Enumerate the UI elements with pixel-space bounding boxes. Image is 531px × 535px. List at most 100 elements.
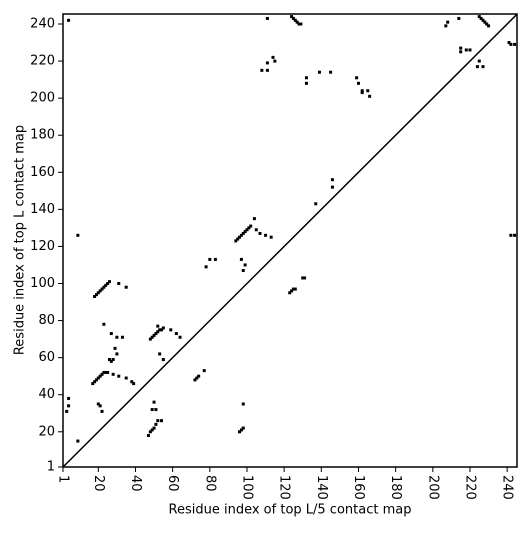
contact-point [468, 48, 472, 52]
contact-point [102, 322, 106, 326]
contact-point [258, 231, 262, 235]
contact-point [109, 359, 113, 363]
contact-point [477, 59, 481, 63]
contact-point [106, 370, 110, 374]
contact-point [299, 22, 303, 26]
contact-point [243, 230, 247, 234]
contact-point [464, 48, 468, 52]
contact-point [295, 20, 299, 24]
contact-point [169, 328, 173, 332]
contact-point [271, 55, 275, 59]
contact-point [111, 357, 115, 361]
contact-point [67, 18, 71, 22]
contact-point [330, 178, 334, 182]
contact-point [120, 335, 124, 339]
contact-point [444, 24, 448, 28]
contact-point [124, 376, 128, 380]
contact-point [239, 257, 243, 261]
contact-point [98, 404, 102, 408]
contact-point [239, 233, 243, 237]
x-tick-label: 1 [56, 475, 71, 483]
y-tick-label: 1 [47, 460, 55, 475]
contact-point [513, 233, 517, 237]
contact-point [202, 369, 206, 373]
contact-point [293, 18, 297, 22]
contact-point [238, 430, 242, 434]
contact-point [290, 289, 294, 293]
contact-point [360, 89, 364, 93]
y-tick-label: 180 [30, 128, 55, 143]
contact-point [193, 378, 197, 382]
contact-point [303, 276, 307, 280]
contact-point [174, 332, 178, 336]
contact-point [150, 335, 154, 339]
contact-point [264, 233, 268, 237]
contact-point [152, 426, 156, 430]
contact-point [288, 291, 292, 295]
contact-point [100, 409, 104, 413]
contact-point [100, 372, 104, 376]
y-tick-label: 20 [38, 424, 55, 439]
contact-point [102, 370, 106, 374]
contact-point [487, 24, 491, 28]
contact-point [291, 16, 295, 20]
y-tick-label: 220 [30, 54, 55, 69]
contact-point [152, 333, 156, 337]
y-tick-label: 240 [30, 17, 55, 32]
contact-point [204, 265, 208, 269]
contact-point [159, 419, 163, 423]
contact-point [330, 185, 334, 189]
contact-point [65, 409, 69, 413]
contact-point [481, 18, 485, 22]
contact-point [459, 46, 463, 50]
contact-point [93, 380, 97, 384]
contact-point [98, 289, 102, 293]
contact-point [481, 65, 485, 69]
contact-point [241, 402, 245, 406]
contact-point [260, 68, 264, 72]
y-tick-label: 100 [30, 276, 55, 291]
contact-point [208, 257, 212, 261]
x-axis-title: Residue index of top L/5 contact map [169, 503, 412, 518]
contact-point [197, 374, 201, 378]
contact-point [109, 332, 113, 336]
x-tick-label: 180 [388, 475, 403, 500]
contact-point [355, 76, 359, 80]
contact-point [457, 16, 461, 20]
contact-point [104, 283, 108, 287]
contact-point [290, 15, 294, 19]
x-tick-label: 40 [128, 475, 143, 492]
contact-point [96, 402, 100, 406]
x-tick-label: 60 [165, 475, 180, 492]
plot-frame [62, 13, 518, 468]
contact-point [148, 337, 152, 341]
contact-point [117, 282, 121, 286]
contact-point [67, 404, 71, 408]
contact-point [360, 91, 364, 95]
contact-point [96, 376, 100, 380]
y-tick-label: 60 [38, 350, 55, 365]
contact-point [245, 228, 249, 232]
contact-point [115, 335, 119, 339]
diagonal-line [62, 13, 518, 468]
contact-point [509, 42, 513, 46]
contact-point [156, 330, 160, 334]
contact-point [111, 372, 115, 376]
contact-point [107, 280, 111, 284]
contact-point [107, 357, 111, 361]
contact-point [291, 287, 295, 291]
contact-point [115, 352, 119, 356]
contact-point [265, 61, 269, 65]
contact-point [100, 287, 104, 291]
contact-point [106, 282, 110, 286]
contact-point [94, 378, 98, 382]
contact-point [317, 70, 321, 74]
contact-point [304, 76, 308, 80]
contact-point [238, 235, 242, 239]
y-tick-label: 40 [38, 387, 55, 402]
contact-point [507, 41, 511, 45]
contact-point [159, 328, 163, 332]
x-tick-label: 120 [277, 475, 292, 500]
contact-point [195, 376, 199, 380]
